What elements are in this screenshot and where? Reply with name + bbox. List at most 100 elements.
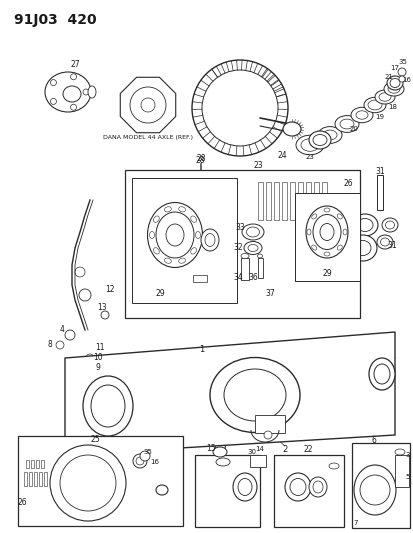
Circle shape: [50, 99, 56, 104]
Ellipse shape: [156, 212, 194, 258]
Ellipse shape: [383, 82, 403, 96]
Bar: [257, 182, 262, 220]
Ellipse shape: [385, 221, 394, 229]
Ellipse shape: [342, 229, 346, 235]
Bar: [41, 460, 44, 468]
Ellipse shape: [243, 241, 261, 254]
Text: 16: 16: [150, 459, 159, 465]
Bar: [337, 274, 345, 279]
Bar: [281, 182, 286, 220]
Ellipse shape: [376, 235, 392, 249]
Ellipse shape: [156, 485, 168, 495]
Circle shape: [136, 457, 144, 465]
Bar: [337, 220, 345, 225]
Text: 14: 14: [255, 446, 264, 452]
Text: 2: 2: [282, 446, 287, 455]
Ellipse shape: [282, 122, 300, 136]
Ellipse shape: [147, 203, 202, 268]
Text: 21: 21: [384, 74, 392, 80]
Text: 33: 33: [235, 223, 244, 232]
Ellipse shape: [190, 216, 196, 222]
Ellipse shape: [336, 245, 342, 250]
Text: 30: 30: [247, 449, 256, 455]
Bar: [351, 443, 409, 528]
Ellipse shape: [351, 214, 377, 236]
Text: 36: 36: [247, 273, 257, 282]
Ellipse shape: [356, 219, 372, 231]
Text: 16: 16: [401, 77, 411, 83]
Bar: [337, 193, 345, 198]
Ellipse shape: [312, 134, 326, 146]
Ellipse shape: [257, 254, 262, 258]
Text: 26: 26: [17, 498, 27, 507]
Polygon shape: [120, 77, 175, 133]
Circle shape: [359, 475, 389, 505]
Ellipse shape: [305, 206, 347, 258]
Ellipse shape: [242, 224, 263, 240]
Ellipse shape: [45, 72, 91, 112]
Ellipse shape: [389, 78, 399, 87]
Bar: [34, 472, 37, 486]
Bar: [289, 182, 294, 220]
Ellipse shape: [348, 235, 376, 261]
Bar: [337, 229, 345, 234]
Circle shape: [56, 341, 64, 349]
Text: 29: 29: [155, 288, 164, 297]
Text: 91J03  420: 91J03 420: [14, 13, 96, 27]
Bar: [39, 472, 42, 486]
Ellipse shape: [378, 93, 390, 101]
Bar: [18, 436, 183, 526]
Ellipse shape: [312, 481, 322, 493]
Ellipse shape: [319, 223, 333, 240]
Text: 8: 8: [47, 341, 52, 350]
Text: 12: 12: [105, 286, 114, 295]
Text: 26: 26: [342, 179, 352, 188]
Ellipse shape: [317, 127, 341, 143]
Ellipse shape: [312, 214, 340, 249]
Circle shape: [75, 267, 85, 277]
Text: 34: 34: [233, 273, 242, 282]
Bar: [376, 175, 382, 210]
Circle shape: [65, 330, 75, 340]
Bar: [394, 455, 408, 487]
Text: 31: 31: [374, 167, 384, 176]
Text: 35: 35: [143, 449, 152, 455]
Ellipse shape: [308, 477, 326, 497]
Ellipse shape: [386, 76, 402, 90]
Circle shape: [397, 68, 405, 76]
Ellipse shape: [373, 364, 389, 384]
Ellipse shape: [368, 358, 394, 390]
Ellipse shape: [363, 98, 385, 112]
Ellipse shape: [240, 254, 248, 259]
Bar: [36, 460, 39, 468]
Text: 6: 6: [370, 437, 375, 446]
Ellipse shape: [233, 473, 256, 501]
Bar: [273, 455, 343, 527]
Ellipse shape: [223, 369, 285, 421]
Ellipse shape: [323, 252, 329, 256]
Ellipse shape: [336, 214, 342, 219]
Text: 20: 20: [349, 126, 358, 132]
Ellipse shape: [216, 458, 230, 466]
Circle shape: [130, 87, 166, 123]
Ellipse shape: [300, 139, 318, 151]
Ellipse shape: [149, 231, 154, 238]
Ellipse shape: [195, 231, 200, 238]
Bar: [125, 170, 359, 318]
Ellipse shape: [284, 473, 310, 501]
Ellipse shape: [178, 207, 185, 212]
Ellipse shape: [88, 86, 96, 98]
Bar: [337, 265, 345, 270]
Text: 23: 23: [253, 160, 262, 169]
Bar: [337, 202, 345, 207]
Bar: [273, 182, 278, 220]
Text: 32: 32: [233, 244, 242, 253]
Ellipse shape: [308, 131, 330, 149]
Bar: [195, 455, 259, 527]
Ellipse shape: [153, 216, 159, 222]
Circle shape: [202, 70, 277, 146]
Circle shape: [70, 74, 76, 80]
Ellipse shape: [201, 229, 218, 251]
Circle shape: [83, 89, 89, 95]
Circle shape: [133, 454, 147, 468]
